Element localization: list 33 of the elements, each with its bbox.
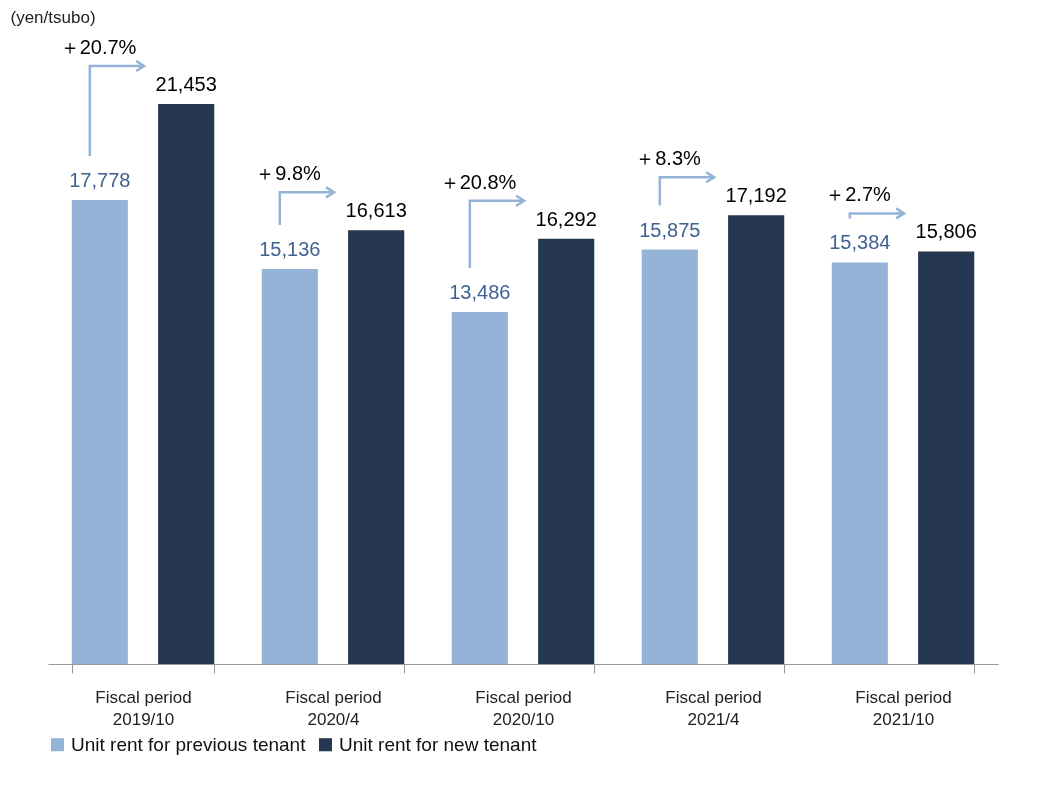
x-tick-label: Fiscal period 2020/4 bbox=[285, 687, 382, 729]
annotation: ＋8.3% bbox=[635, 147, 702, 170]
text: ＋20.7% bbox=[59, 36, 137, 58]
data-label: 21,453 bbox=[155, 73, 217, 95]
x-tick-label: Fiscal period 2021/4 bbox=[665, 687, 762, 729]
bar bbox=[918, 251, 975, 664]
bar bbox=[641, 249, 698, 664]
x-tick-label: Fiscal period 2019/10 bbox=[95, 687, 192, 729]
annotation: ＋9.8% bbox=[255, 162, 322, 185]
annotation: ＋20.8% bbox=[439, 170, 517, 193]
bar bbox=[261, 268, 318, 664]
bar bbox=[348, 230, 405, 664]
data-label: 15,384 bbox=[829, 231, 891, 254]
data-label: 16,292 bbox=[535, 207, 597, 230]
annotation: ＋2.7% bbox=[825, 183, 892, 206]
data-label: 15,806 bbox=[915, 220, 977, 243]
bar bbox=[71, 199, 128, 664]
bar bbox=[831, 262, 888, 664]
data-label: 13,486 bbox=[449, 280, 511, 303]
legend-label: Unit rent for new tenant bbox=[339, 733, 538, 755]
data-label: 16,613 bbox=[345, 199, 407, 222]
x-tick-label: Fiscal period 2021/10 bbox=[855, 687, 952, 729]
bar bbox=[728, 215, 785, 664]
bar bbox=[451, 311, 508, 664]
data-label: 17,778 bbox=[69, 168, 131, 191]
bar bbox=[538, 238, 595, 664]
data-label: 15,875 bbox=[639, 218, 701, 241]
legend-label: Unit rent for previous tenant bbox=[71, 733, 307, 755]
bar bbox=[158, 104, 215, 664]
y-axis-title: (yen/tsubo) bbox=[10, 7, 96, 27]
data-label: 17,192 bbox=[725, 184, 787, 207]
data-label: 15,136 bbox=[259, 237, 321, 260]
x-tick-label: Fiscal period 2020/10 bbox=[475, 687, 572, 729]
